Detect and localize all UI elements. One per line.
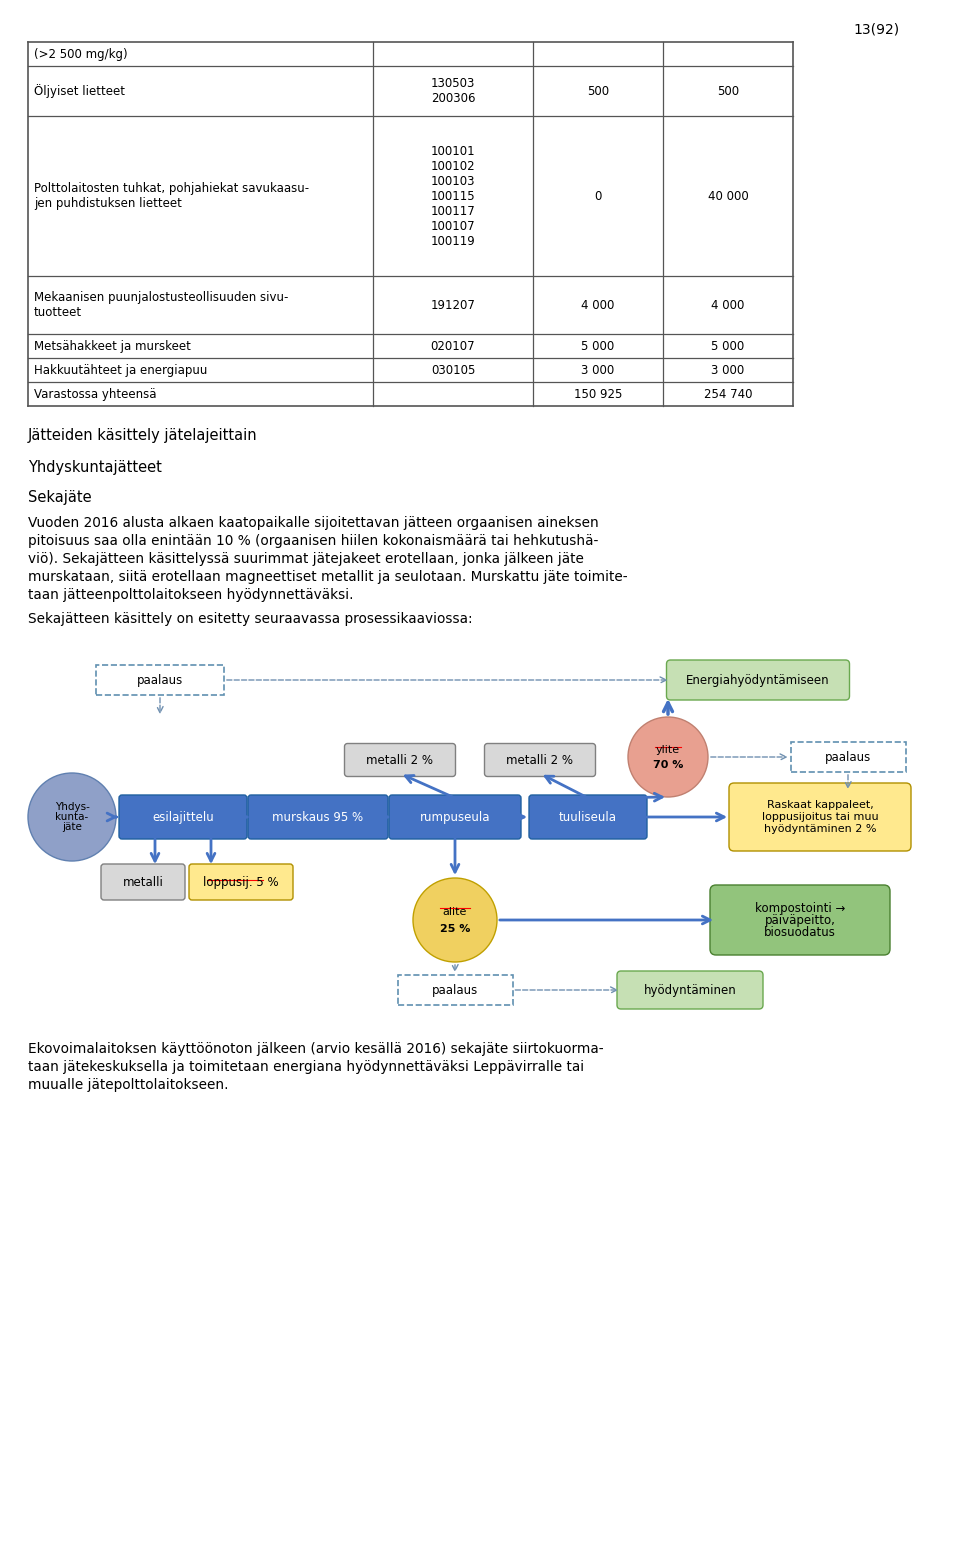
Text: 70 %: 70 % bbox=[653, 761, 684, 770]
FancyBboxPatch shape bbox=[389, 795, 521, 839]
Text: Jätteiden käsittely jätelajeittain: Jätteiden käsittely jätelajeittain bbox=[28, 427, 257, 443]
Text: Yhdyskuntajätteet: Yhdyskuntajätteet bbox=[28, 460, 162, 476]
Text: 130503
200306: 130503 200306 bbox=[431, 77, 475, 105]
FancyBboxPatch shape bbox=[529, 795, 647, 839]
Text: Metsähakkeet ja murskeet: Metsähakkeet ja murskeet bbox=[34, 340, 191, 352]
Text: paalaus: paalaus bbox=[825, 751, 871, 764]
Text: Raskaat kappaleet,: Raskaat kappaleet, bbox=[767, 800, 874, 811]
Text: kompostointi →: kompostointi → bbox=[755, 901, 845, 914]
Text: 100101
100102
100103
100115
100117
100107
100119: 100101 100102 100103 100115 100117 10010… bbox=[431, 144, 475, 247]
FancyBboxPatch shape bbox=[119, 795, 247, 839]
Text: tuuliseula: tuuliseula bbox=[559, 811, 617, 823]
Text: Energiahyödyntämiseen: Energiahyödyntämiseen bbox=[686, 673, 829, 687]
FancyBboxPatch shape bbox=[729, 782, 911, 851]
Text: murskataan, siitä erotellaan magneettiset metallit ja seulotaan. Murskattu jäte : murskataan, siitä erotellaan magneettise… bbox=[28, 570, 628, 584]
Text: loppusij. 5 %: loppusij. 5 % bbox=[204, 875, 278, 889]
Text: biosuodatus: biosuodatus bbox=[764, 925, 836, 939]
Text: hyödyntäminen: hyödyntäminen bbox=[643, 983, 736, 997]
Circle shape bbox=[413, 878, 497, 962]
FancyBboxPatch shape bbox=[101, 864, 185, 900]
Text: rumpuseula: rumpuseula bbox=[420, 811, 491, 823]
Circle shape bbox=[628, 717, 708, 797]
Text: 5 000: 5 000 bbox=[711, 340, 745, 352]
Text: taan jätteenpolttolaitokseen hyödynnettäväksi.: taan jätteenpolttolaitokseen hyödynnettä… bbox=[28, 588, 353, 603]
Text: 150 925: 150 925 bbox=[574, 388, 622, 401]
Text: 254 740: 254 740 bbox=[704, 388, 753, 401]
Text: pitoisuus saa olla enintään 10 % (orgaanisen hiilen kokonaismäärä tai hehkutushä: pitoisuus saa olla enintään 10 % (orgaan… bbox=[28, 534, 598, 548]
Text: muualle jätepolttolaitokseen.: muualle jätepolttolaitokseen. bbox=[28, 1078, 228, 1092]
Text: metalli 2 %: metalli 2 % bbox=[507, 753, 573, 767]
Text: esilajittelu: esilajittelu bbox=[152, 811, 214, 823]
Text: 4 000: 4 000 bbox=[582, 299, 614, 311]
Text: metalli: metalli bbox=[123, 875, 163, 889]
Text: Hakkuutähteet ja energiapuu: Hakkuutähteet ja energiapuu bbox=[34, 363, 207, 377]
Text: Ekovoimalaitoksen käyttöönoton jälkeen (arvio kesällä 2016) sekajäte siirtokuorm: Ekovoimalaitoksen käyttöönoton jälkeen (… bbox=[28, 1042, 604, 1056]
Text: alite: alite bbox=[443, 908, 468, 917]
Text: 13(92): 13(92) bbox=[853, 22, 900, 36]
FancyBboxPatch shape bbox=[248, 795, 388, 839]
Circle shape bbox=[28, 773, 116, 861]
Text: päiväpeitto,: päiväpeitto, bbox=[764, 914, 835, 926]
Text: 500: 500 bbox=[587, 85, 609, 97]
Text: viö). Sekajätteen käsittelyssä suurimmat jätejakeet erotellaan, jonka jälkeen jä: viö). Sekajätteen käsittelyssä suurimmat… bbox=[28, 552, 584, 567]
Text: 40 000: 40 000 bbox=[708, 189, 749, 202]
Text: kunta-: kunta- bbox=[56, 812, 88, 822]
Bar bbox=[96, 665, 224, 695]
FancyBboxPatch shape bbox=[189, 864, 293, 900]
FancyBboxPatch shape bbox=[666, 660, 850, 700]
Text: 020107: 020107 bbox=[431, 340, 475, 352]
Text: jäte: jäte bbox=[62, 822, 82, 833]
Text: 25 %: 25 % bbox=[440, 923, 470, 934]
Text: 3 000: 3 000 bbox=[711, 363, 745, 377]
Text: hyödyntäminen 2 %: hyödyntäminen 2 % bbox=[764, 825, 876, 834]
Text: taan jätekeskuksella ja toimitetaan energiana hyödynnettäväksi Leppävirralle tai: taan jätekeskuksella ja toimitetaan ener… bbox=[28, 1060, 584, 1074]
Text: loppusijoitus tai muu: loppusijoitus tai muu bbox=[761, 812, 878, 822]
Bar bbox=[397, 975, 513, 1005]
Text: 0: 0 bbox=[594, 189, 602, 202]
FancyBboxPatch shape bbox=[345, 743, 455, 776]
Text: paalaus: paalaus bbox=[432, 983, 478, 997]
FancyBboxPatch shape bbox=[617, 970, 763, 1009]
Bar bbox=[790, 742, 905, 772]
Text: 3 000: 3 000 bbox=[582, 363, 614, 377]
Text: Vuoden 2016 alusta alkaen kaatopaikalle sijoitettavan jätteen orgaanisen ainekse: Vuoden 2016 alusta alkaen kaatopaikalle … bbox=[28, 516, 599, 531]
Text: 500: 500 bbox=[717, 85, 739, 97]
FancyBboxPatch shape bbox=[485, 743, 595, 776]
Text: Sekajäte: Sekajäte bbox=[28, 490, 91, 505]
Text: Mekaanisen puunjalostusteollisuuden sivu-
tuotteet: Mekaanisen puunjalostusteollisuuden sivu… bbox=[34, 291, 288, 319]
Text: 191207: 191207 bbox=[431, 299, 475, 311]
Text: 5 000: 5 000 bbox=[582, 340, 614, 352]
Text: (>2 500 mg/kg): (>2 500 mg/kg) bbox=[34, 47, 128, 61]
Text: ylite: ylite bbox=[656, 745, 680, 754]
Text: 4 000: 4 000 bbox=[711, 299, 745, 311]
Text: murskaus 95 %: murskaus 95 % bbox=[273, 811, 364, 823]
FancyBboxPatch shape bbox=[710, 884, 890, 955]
Text: Varastossa yhteensä: Varastossa yhteensä bbox=[34, 388, 156, 401]
Text: Öljyiset lietteet: Öljyiset lietteet bbox=[34, 85, 125, 99]
Text: Yhdys-: Yhdys- bbox=[55, 801, 89, 812]
Text: 030105: 030105 bbox=[431, 363, 475, 377]
Text: Polttolaitosten tuhkat, pohjahiekat savukaasu-
jen puhdistuksen lietteet: Polttolaitosten tuhkat, pohjahiekat savu… bbox=[34, 182, 309, 210]
Text: metalli 2 %: metalli 2 % bbox=[367, 753, 434, 767]
Text: paalaus: paalaus bbox=[137, 673, 183, 687]
Text: Sekajätteen käsittely on esitetty seuraavassa prosessikaaviossa:: Sekajätteen käsittely on esitetty seuraa… bbox=[28, 612, 472, 626]
